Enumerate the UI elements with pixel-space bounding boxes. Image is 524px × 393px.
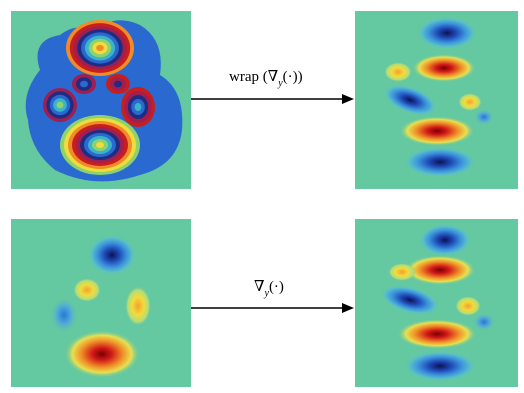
bottom-label-subscript: y	[264, 288, 269, 299]
fringe-ring	[56, 101, 64, 109]
fringe-ring	[80, 80, 88, 88]
wrapped-phase-panel	[11, 11, 191, 189]
top-arrow-label: wrap (∇y(·))	[229, 67, 303, 89]
fringe-ring	[114, 80, 122, 88]
fringe-ring	[134, 103, 142, 111]
bottom-label-main: ∇	[254, 279, 265, 295]
bottom-arrow-label: ∇y(·)	[254, 277, 284, 299]
top-label-subscript: y	[278, 78, 283, 89]
wrapped-gradient-panel	[355, 11, 518, 189]
bottom-arrow	[191, 303, 354, 313]
fringe-ring	[96, 44, 104, 52]
true-phase-panel	[11, 219, 191, 387]
top-label-main: wrap (∇	[229, 69, 279, 85]
fringe-ring	[96, 142, 104, 148]
true-gradient-panel	[355, 219, 518, 387]
top-arrow	[191, 94, 354, 104]
bottom-label-tail: (·)	[268, 279, 284, 295]
top-label-tail: (·))	[282, 69, 303, 85]
